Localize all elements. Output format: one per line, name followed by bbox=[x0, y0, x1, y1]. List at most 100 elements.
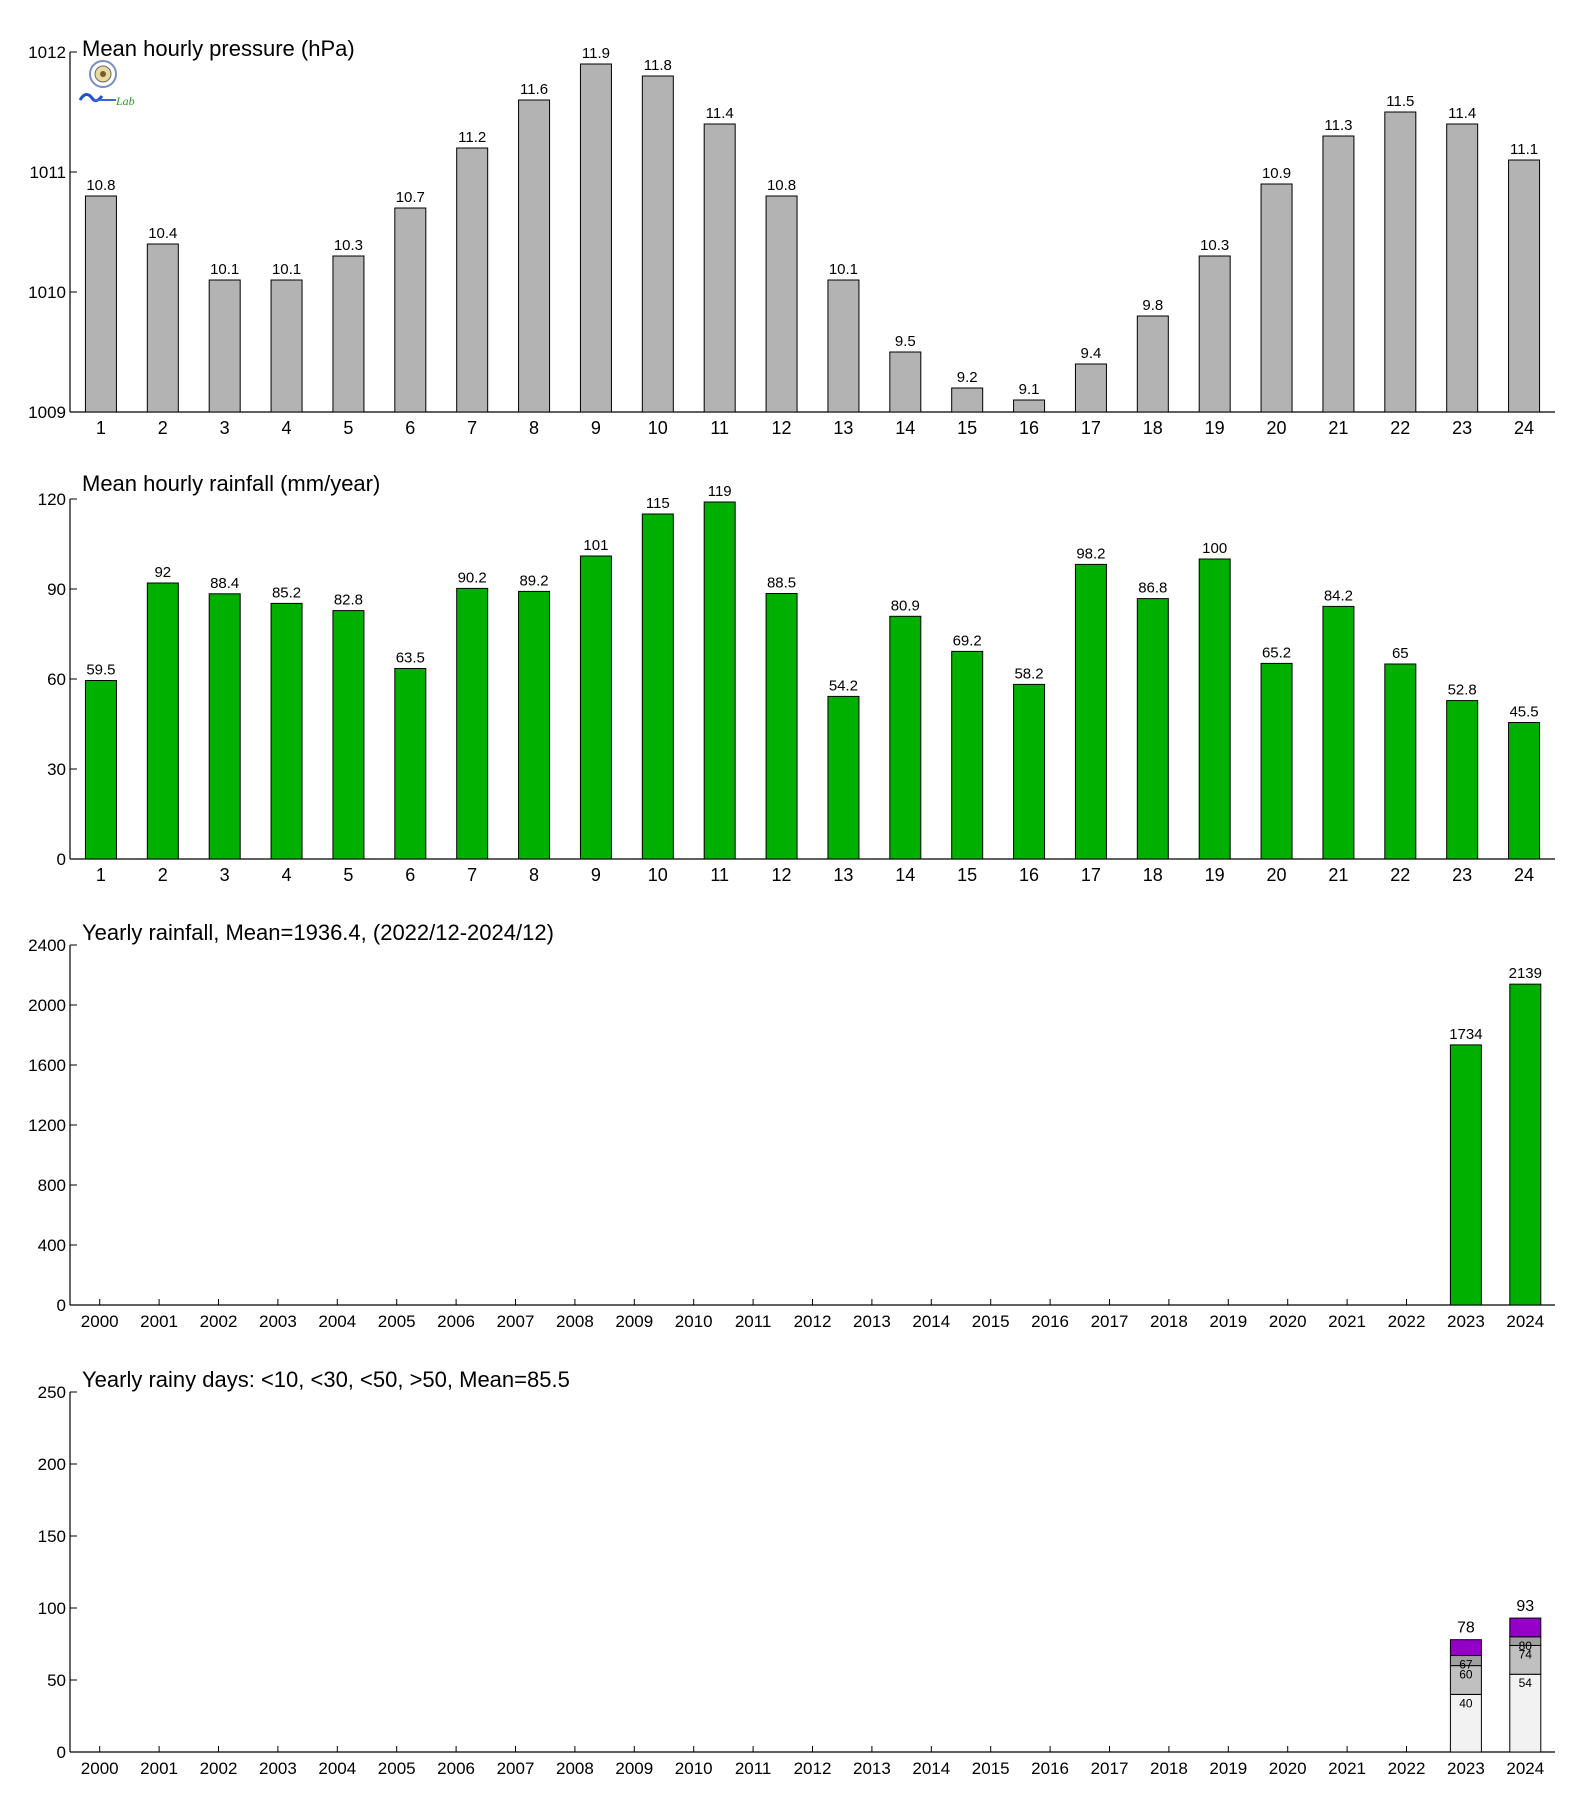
bar bbox=[951, 387, 984, 413]
bar bbox=[1198, 558, 1231, 860]
bar bbox=[1508, 159, 1541, 413]
bar-data-label: 59.5 bbox=[86, 662, 115, 679]
x-tick-label: 2012 bbox=[794, 1312, 832, 1331]
chart-title: Mean hourly pressure (hPa) bbox=[82, 36, 355, 61]
bar-data-label: 11.3 bbox=[1324, 117, 1352, 134]
y-tick-label: 800 bbox=[38, 1176, 66, 1195]
bar bbox=[1508, 722, 1541, 860]
x-tick-label: 18 bbox=[1143, 865, 1163, 885]
bar bbox=[332, 610, 365, 860]
y-tick-label: 0 bbox=[57, 1743, 66, 1762]
bar bbox=[394, 207, 427, 413]
y-tick-label: 90 bbox=[47, 580, 66, 599]
bar-data-label: 90.2 bbox=[458, 569, 487, 586]
bar-data-label: 10.8 bbox=[767, 177, 796, 194]
bar bbox=[84, 680, 117, 860]
x-tick-label: 2021 bbox=[1328, 1759, 1366, 1778]
bar-data-label: 10.3 bbox=[334, 237, 363, 254]
bar-data-label: 11.6 bbox=[520, 81, 548, 98]
chart-title: Yearly rainy days: <10, <30, <50, >50, M… bbox=[82, 1367, 570, 1392]
x-tick-label: 2023 bbox=[1447, 1759, 1485, 1778]
bar bbox=[1384, 663, 1417, 860]
segment-data-label: 78 bbox=[1457, 1620, 1475, 1637]
x-tick-label: 2000 bbox=[81, 1759, 119, 1778]
bar bbox=[765, 593, 798, 860]
x-tick-label: 2015 bbox=[972, 1312, 1010, 1331]
x-tick-label: 2013 bbox=[853, 1759, 891, 1778]
x-tick-label: 23 bbox=[1452, 865, 1472, 885]
x-tick-label: 2024 bbox=[1506, 1312, 1544, 1331]
bar-data-label: 1734 bbox=[1449, 1026, 1482, 1043]
x-tick-label: 2017 bbox=[1091, 1759, 1129, 1778]
y-tick-label: 250 bbox=[38, 1383, 66, 1402]
bar bbox=[1260, 662, 1293, 860]
x-tick-label: 19 bbox=[1205, 418, 1225, 438]
x-tick-label: 2021 bbox=[1328, 1312, 1366, 1331]
chart-hourly-rainfall: Mean hourly rainfall (mm/year) 030609012… bbox=[38, 471, 1555, 885]
y-tick-label: 120 bbox=[38, 490, 66, 509]
stacked-segment bbox=[1449, 1639, 1482, 1657]
y-tick-label: 1012 bbox=[28, 43, 66, 62]
bar-data-label: 88.5 bbox=[767, 575, 796, 592]
stacked-segment bbox=[1449, 1665, 1482, 1695]
bar-data-label: 10.1 bbox=[272, 261, 301, 278]
x-tick-label: 2014 bbox=[912, 1312, 950, 1331]
chart-yearly-rainfall: Yearly rainfall, Mean=1936.4, (2022/12-2… bbox=[28, 920, 1555, 1331]
x-tick-label: 20 bbox=[1267, 418, 1287, 438]
bar-data-label: 54.2 bbox=[829, 677, 858, 694]
bar-data-label: 10.3 bbox=[1200, 237, 1229, 254]
x-tick-label: 22 bbox=[1390, 865, 1410, 885]
x-tick-label: 14 bbox=[895, 865, 915, 885]
x-tick-label: 2004 bbox=[318, 1312, 356, 1331]
bar bbox=[146, 582, 179, 860]
x-tick-label: 24 bbox=[1514, 865, 1534, 885]
x-tick-label: 2009 bbox=[615, 1759, 653, 1778]
x-tick-label: 8 bbox=[529, 865, 539, 885]
x-tick-label: 2000 bbox=[81, 1312, 119, 1331]
y-tick-label: 0 bbox=[57, 850, 66, 869]
y-tick-label: 2400 bbox=[28, 936, 66, 955]
segment-data-label: 40 bbox=[1459, 1696, 1473, 1710]
bar bbox=[208, 279, 241, 413]
bar-data-label: 2139 bbox=[1509, 965, 1542, 982]
x-tick-label: 22 bbox=[1390, 418, 1410, 438]
x-tick-label: 7 bbox=[467, 418, 477, 438]
x-tick-label: 2008 bbox=[556, 1312, 594, 1331]
bar bbox=[1136, 315, 1169, 413]
x-tick-label: 1 bbox=[96, 865, 106, 885]
x-tick-label: 19 bbox=[1205, 865, 1225, 885]
bar-data-label: 9.1 bbox=[1019, 381, 1040, 398]
stacked-segment bbox=[1509, 1617, 1542, 1638]
x-tick-label: 2002 bbox=[200, 1312, 238, 1331]
x-tick-label: 5 bbox=[343, 418, 353, 438]
x-tick-label: 2017 bbox=[1091, 1312, 1129, 1331]
segment-data-label: 54 bbox=[1519, 1676, 1533, 1690]
bar bbox=[641, 75, 674, 413]
y-tick-label: 1011 bbox=[29, 163, 66, 182]
x-tick-label: 2022 bbox=[1388, 1759, 1426, 1778]
x-tick-label: 12 bbox=[772, 418, 792, 438]
bar bbox=[579, 555, 612, 860]
bar bbox=[1074, 363, 1107, 413]
x-tick-label: 16 bbox=[1019, 418, 1039, 438]
bar bbox=[1509, 983, 1542, 1306]
bar-data-label: 10.4 bbox=[148, 225, 177, 242]
x-tick-label: 2019 bbox=[1209, 1759, 1247, 1778]
x-tick-label: 21 bbox=[1328, 418, 1348, 438]
bar-data-label: 10.7 bbox=[396, 189, 425, 206]
bar bbox=[1198, 255, 1231, 413]
x-tick-label: 2023 bbox=[1447, 1312, 1485, 1331]
x-tick-label: 2012 bbox=[794, 1759, 832, 1778]
bar-data-label: 98.2 bbox=[1076, 545, 1105, 562]
bar bbox=[889, 615, 922, 860]
x-tick-label: 13 bbox=[833, 418, 853, 438]
bar bbox=[703, 123, 736, 413]
bar bbox=[1074, 563, 1107, 860]
x-tick-label: 2005 bbox=[378, 1759, 416, 1778]
bar-data-label: 100 bbox=[1202, 540, 1227, 557]
x-tick-label: 2011 bbox=[735, 1312, 772, 1331]
bar-data-label: 11.2 bbox=[458, 129, 486, 146]
x-tick-label: 20 bbox=[1267, 865, 1287, 885]
x-tick-label: 2016 bbox=[1031, 1759, 1069, 1778]
x-tick-label: 2006 bbox=[437, 1312, 475, 1331]
